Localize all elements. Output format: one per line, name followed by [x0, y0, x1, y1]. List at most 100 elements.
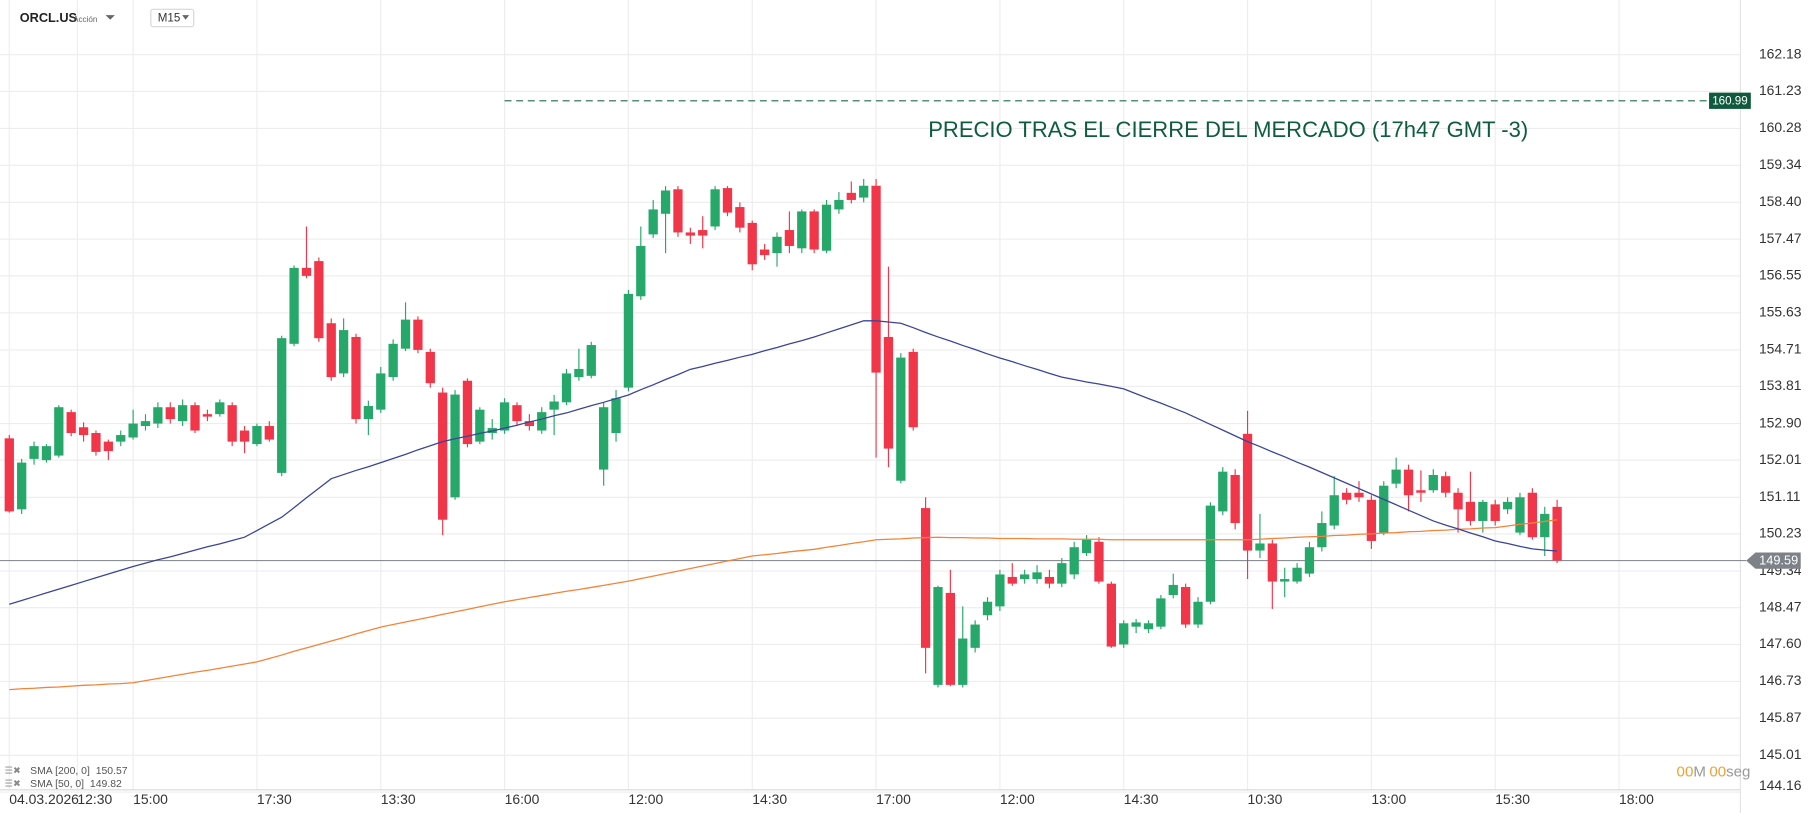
- candle-body: [945, 592, 956, 685]
- candle-body: [91, 432, 101, 452]
- candle-body: [512, 405, 522, 422]
- timeframe-dropdown: [182, 15, 190, 20]
- candle-body: [1366, 499, 1377, 541]
- x-tick-label: 16:00: [505, 791, 540, 807]
- candle-body: [376, 373, 386, 410]
- candle-body: [103, 441, 113, 452]
- symbol-dropdown[interactable]: [105, 15, 115, 20]
- candle-body: [314, 261, 324, 339]
- candle-body: [1267, 543, 1277, 582]
- candle-body: [537, 412, 547, 431]
- candle-body: [239, 430, 250, 442]
- timeframe[interactable]: M15: [158, 12, 181, 25]
- candle-body: [710, 189, 720, 227]
- symbol[interactable]: ORCL.US: [20, 10, 77, 25]
- candle-body: [202, 414, 213, 417]
- x-tick-label: 04.03.2026: [9, 791, 79, 807]
- y-tick-label: 147.60: [1759, 635, 1802, 651]
- legend-entry: SMA [200, 0] 150.57: [30, 766, 128, 777]
- candle-body: [834, 199, 844, 210]
- candle-body: [264, 426, 274, 440]
- last-price-tag: [1746, 552, 1801, 569]
- candle-body: [1540, 513, 1550, 538]
- candle-body: [438, 392, 448, 520]
- sma-line: [9, 320, 1558, 605]
- candle-body: [1453, 492, 1463, 510]
- candle-body: [1527, 492, 1537, 538]
- candle-body: [660, 190, 671, 214]
- x-tick-label: 12:00: [628, 791, 663, 807]
- y-tick-label: 161.23: [1759, 82, 1802, 98]
- candle-body: [648, 209, 658, 235]
- candle-body: [1057, 563, 1067, 584]
- candle-body: [1069, 547, 1079, 575]
- reference-label: 160.99: [1712, 94, 1747, 107]
- candle-body: [1391, 469, 1401, 484]
- x-tick-label: 12:30: [77, 791, 112, 807]
- candle-body: [301, 267, 312, 276]
- instrument-type: Acción: [73, 15, 97, 24]
- candle-body: [1007, 576, 1017, 584]
- legend-entry: SMA [50, 0] 149.82: [30, 779, 122, 790]
- y-tick-label: 158.40: [1759, 193, 1802, 209]
- candle-body: [1131, 622, 1141, 627]
- candle-body: [1441, 476, 1451, 493]
- y-tick-label: 151.11: [1759, 488, 1801, 504]
- candle-body: [784, 230, 795, 246]
- candle-body: [78, 427, 89, 436]
- candle-body: [1304, 547, 1315, 574]
- candle-body: [636, 245, 646, 297]
- candle-body: [970, 624, 980, 648]
- candle-body: [140, 421, 151, 427]
- legend-icons: ☰✖: [5, 778, 21, 788]
- candle-body: [722, 188, 733, 213]
- candle-body: [153, 407, 163, 424]
- candle-body: [499, 402, 510, 431]
- candle-body: [958, 638, 968, 685]
- candle-body: [4, 438, 14, 512]
- candle-body: [462, 380, 473, 445]
- candle-body: [574, 368, 584, 378]
- x-tick-label: 14:30: [1124, 791, 1159, 807]
- y-tick-label: 155.63: [1759, 303, 1802, 319]
- x-tick-label: 18:00: [1619, 791, 1654, 807]
- x-tick-label: 14:30: [752, 791, 787, 807]
- x-tick-label: 15:00: [133, 791, 168, 807]
- candle-body: [475, 409, 485, 442]
- y-tick-label: 152.90: [1759, 414, 1802, 430]
- x-tick-label: 17:00: [876, 791, 911, 807]
- candle-body: [1081, 539, 1092, 554]
- candle-body: [54, 407, 64, 456]
- candle-body: [883, 336, 894, 449]
- x-tick-label: 12:00: [1000, 791, 1035, 807]
- candle-body: [1379, 485, 1389, 533]
- candle-body: [747, 222, 757, 265]
- legend-value: 149.82: [90, 779, 122, 790]
- candle-body: [66, 412, 76, 433]
- y-tick-label: 152.01: [1759, 451, 1802, 467]
- candle-body: [215, 402, 225, 415]
- legend-value: 150.57: [96, 766, 128, 777]
- candle-body: [1230, 474, 1240, 524]
- legend-name: SMA [200, 0]: [30, 766, 90, 777]
- candle-body: [1317, 523, 1327, 548]
- y-tick-label: 159.34: [1759, 156, 1802, 172]
- candle-body: [1143, 623, 1154, 630]
- candle-body: [1255, 543, 1265, 551]
- candle-body: [1428, 474, 1438, 491]
- candle-body: [1502, 501, 1513, 510]
- reference-tag: [1709, 92, 1751, 109]
- candle-body: [698, 230, 708, 236]
- candle-body: [363, 405, 374, 420]
- y-tick-label: 153.81: [1759, 377, 1802, 393]
- timeframe-button[interactable]: [150, 8, 195, 28]
- candle-body: [871, 185, 881, 373]
- candle-body: [1280, 579, 1290, 582]
- x-tick-label: 13:30: [381, 791, 416, 807]
- x-tick-label: 13:00: [1371, 791, 1406, 807]
- countdown: 00M 00seg: [1677, 763, 1751, 780]
- candle-body: [846, 192, 856, 200]
- candle-body: [1465, 501, 1476, 521]
